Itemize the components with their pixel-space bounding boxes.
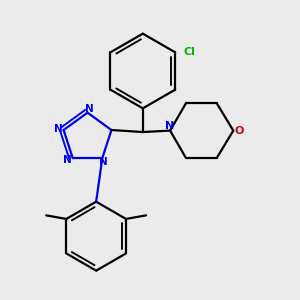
Text: Cl: Cl (184, 47, 196, 57)
Text: N: N (166, 121, 175, 130)
Text: N: N (99, 157, 108, 167)
Text: N: N (63, 154, 72, 165)
Text: N: N (85, 104, 94, 114)
Text: N: N (54, 124, 63, 134)
Text: O: O (234, 126, 244, 136)
